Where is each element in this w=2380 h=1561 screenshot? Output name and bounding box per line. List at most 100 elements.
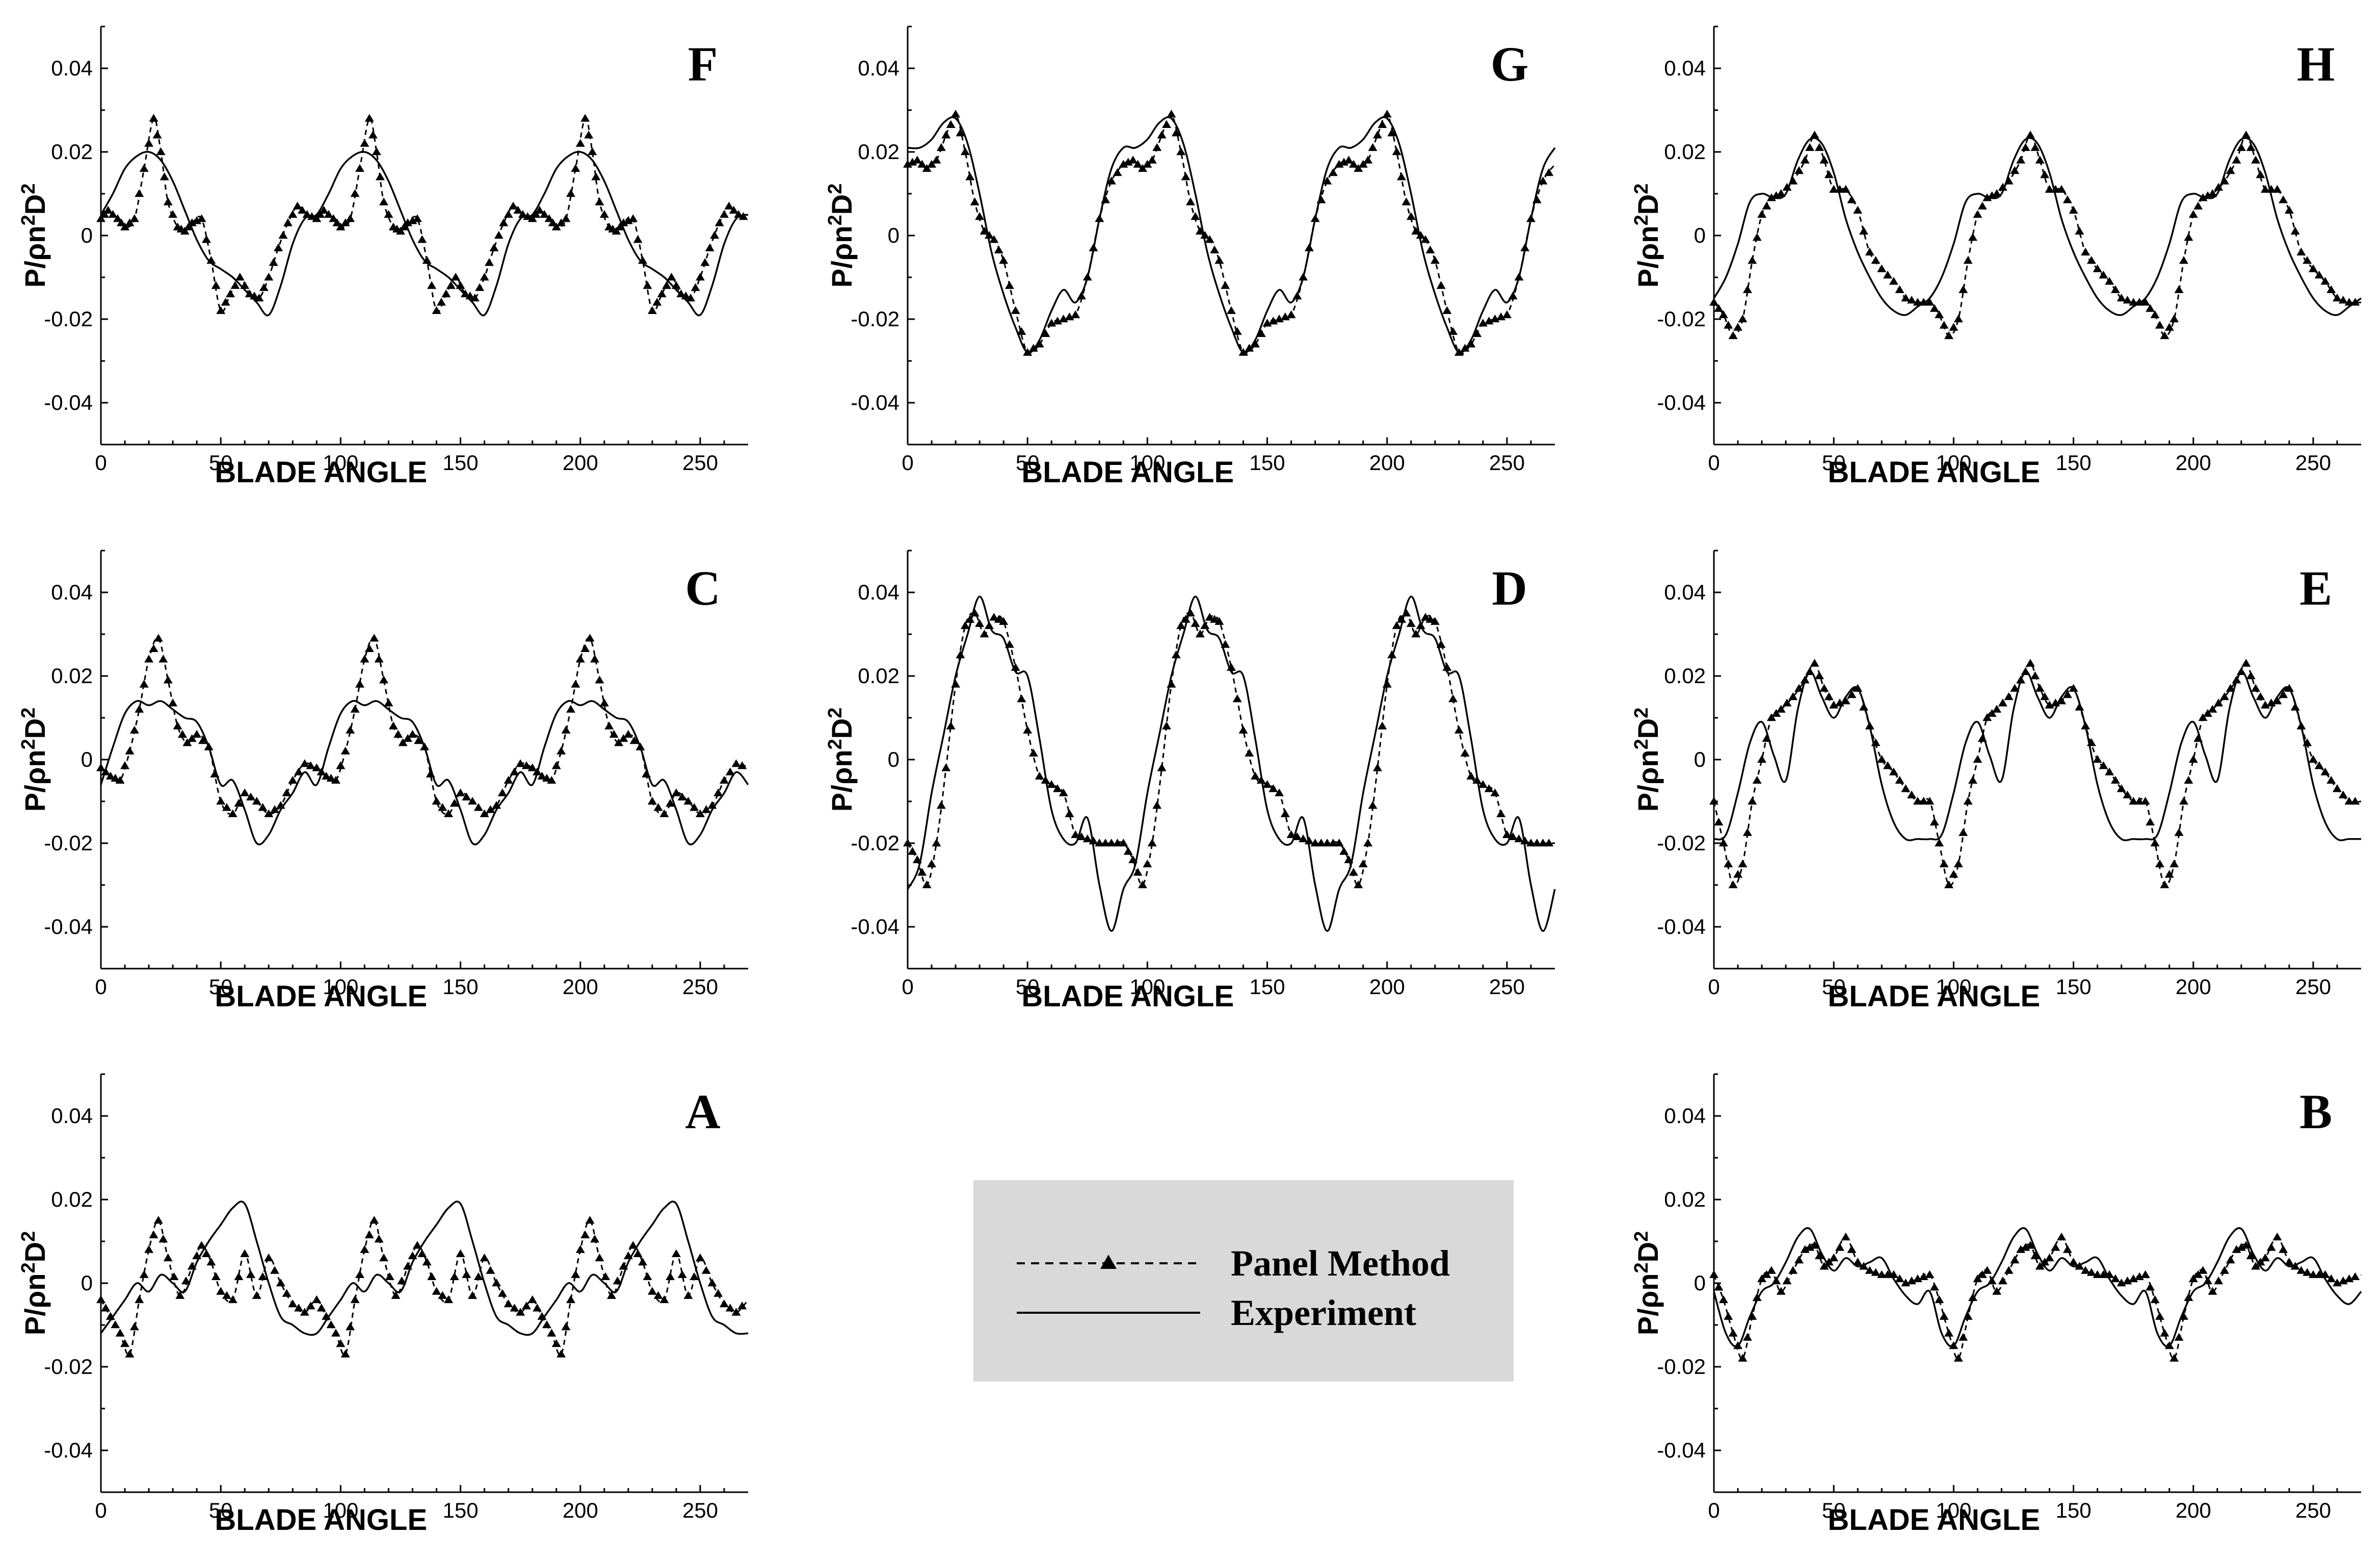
data-point-marker xyxy=(103,205,113,214)
data-point-marker xyxy=(2350,797,2360,805)
data-point-marker xyxy=(571,1270,580,1278)
data-point-marker xyxy=(927,160,937,168)
data-point-marker xyxy=(1152,801,1162,809)
data-point-marker xyxy=(599,698,609,707)
data-point-marker xyxy=(2314,761,2324,769)
data-point-marker xyxy=(2184,776,2193,784)
data-point-marker xyxy=(2208,1287,2217,1295)
data-point-marker xyxy=(719,1299,729,1308)
data-point-marker xyxy=(2308,1270,2318,1278)
data-point-marker xyxy=(2296,1266,2306,1274)
x-tick-label: 150 xyxy=(2056,1498,2092,1522)
x-tick-label: 50 xyxy=(1822,1498,1846,1522)
data-point-marker xyxy=(1907,1276,1917,1285)
data-point-marker xyxy=(975,619,985,627)
data-point-marker xyxy=(527,763,537,771)
data-point-marker xyxy=(1436,281,1446,289)
y-tick-label: 0 xyxy=(81,747,93,771)
data-point-marker xyxy=(1847,1245,1857,1253)
data-point-marker xyxy=(473,803,483,811)
data-point-marker xyxy=(198,736,207,744)
data-point-marker xyxy=(379,1253,389,1262)
x-tick-label: 100 xyxy=(1936,451,1971,475)
data-point-marker xyxy=(1162,721,1171,730)
legend-panel-method-marker xyxy=(1100,1255,1117,1269)
data-point-marker xyxy=(2326,1274,2336,1283)
data-point-marker xyxy=(312,1295,322,1304)
x-tick-label: 50 xyxy=(1016,975,1040,999)
data-point-marker xyxy=(2226,684,2235,692)
y-tick-label: -0.04 xyxy=(44,915,93,939)
data-point-marker xyxy=(1762,201,1771,210)
y-axis-label: P/ρn2D2 xyxy=(825,184,858,288)
data-point-marker xyxy=(1028,748,1038,757)
data-point-marker xyxy=(946,120,956,128)
data-point-marker xyxy=(601,1272,611,1280)
data-point-marker xyxy=(2256,170,2265,178)
data-point-marker xyxy=(149,644,158,652)
data-point-marker xyxy=(1859,226,1868,235)
data-point-marker xyxy=(1919,797,1928,805)
x-tick-label: 200 xyxy=(563,1498,598,1522)
data-point-marker xyxy=(1382,110,1392,118)
data-point-marker xyxy=(258,1272,268,1280)
y-axis-label: P/ρn2D2 xyxy=(18,708,51,812)
data-point-marker xyxy=(300,1308,309,1316)
data-point-marker xyxy=(941,131,951,139)
data-point-marker xyxy=(1328,839,1338,847)
data-point-marker xyxy=(1411,630,1421,638)
data-point-marker xyxy=(125,746,135,755)
data-point-marker xyxy=(129,1322,139,1331)
data-point-marker xyxy=(2099,270,2108,279)
data-point-marker xyxy=(480,809,489,817)
data-point-marker xyxy=(2155,321,2164,329)
data-point-marker xyxy=(2241,659,2251,667)
data-point-marker xyxy=(575,139,585,147)
data-point-marker xyxy=(441,289,451,298)
data-point-marker xyxy=(1195,630,1205,638)
data-point-marker xyxy=(201,235,211,243)
data-point-marker xyxy=(629,736,639,744)
data-point-marker xyxy=(2057,1232,2067,1241)
data-point-marker xyxy=(2004,1266,2014,1274)
data-point-marker xyxy=(2140,1270,2150,1278)
data-point-marker xyxy=(1733,870,1743,878)
data-point-marker xyxy=(2326,285,2336,293)
data-point-marker xyxy=(2155,1312,2164,1320)
y-tick-label: 0.04 xyxy=(1664,580,1706,604)
data-point-marker xyxy=(369,1216,379,1224)
data-point-marker xyxy=(1186,197,1196,205)
data-point-marker xyxy=(580,644,590,652)
data-point-marker xyxy=(2004,692,2014,700)
data-point-marker xyxy=(400,222,409,230)
data-point-marker xyxy=(1782,183,1792,191)
x-tick-label: 150 xyxy=(1250,451,1285,475)
x-tick-label: 0 xyxy=(1708,1498,1720,1522)
data-point-marker xyxy=(551,761,561,769)
data-point-marker xyxy=(2308,264,2318,272)
data-point-marker xyxy=(994,245,1003,253)
data-point-marker xyxy=(2164,870,2174,878)
data-point-marker xyxy=(724,201,734,210)
y-tick-label: -0.02 xyxy=(1657,1355,1706,1378)
data-point-marker xyxy=(326,1320,336,1329)
data-point-marker xyxy=(585,634,595,642)
data-point-marker xyxy=(201,1249,211,1257)
data-point-marker xyxy=(1299,834,1308,843)
y-tick-label: -0.02 xyxy=(44,307,93,331)
y-tick-label: -0.04 xyxy=(851,391,900,414)
data-point-marker xyxy=(312,763,322,771)
data-point-marker xyxy=(451,273,461,281)
data-point-marker xyxy=(216,1287,226,1295)
data-point-marker xyxy=(187,734,197,742)
data-point-marker xyxy=(1865,1266,1874,1274)
data-point-marker xyxy=(2338,790,2348,798)
data-point-marker xyxy=(1363,839,1373,847)
data-point-marker xyxy=(2344,797,2354,805)
data-point-marker xyxy=(662,281,672,289)
data-point-marker xyxy=(288,776,298,784)
data-point-marker xyxy=(2188,755,2198,763)
data-point-marker xyxy=(1935,310,1944,319)
y-axis-label: P/ρn2D2 xyxy=(18,1231,51,1336)
data-point-marker xyxy=(2030,143,2040,151)
